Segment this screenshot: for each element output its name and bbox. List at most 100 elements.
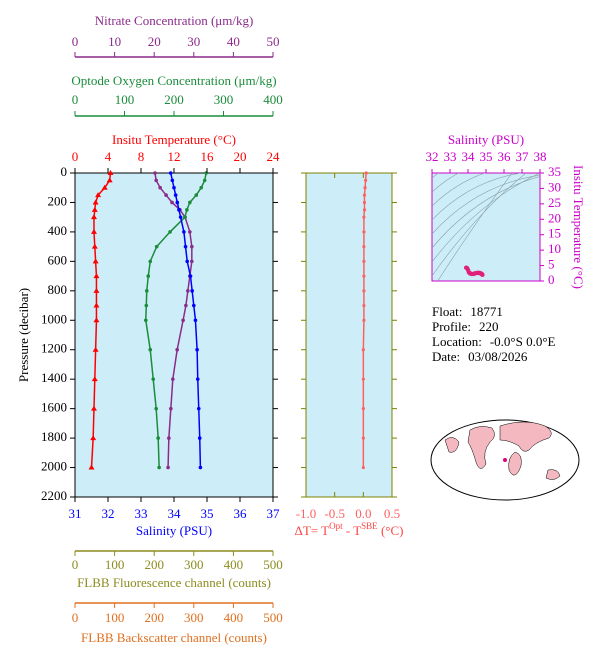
x-tick-label: 32 — [426, 149, 439, 164]
y-tick-label: 20 — [548, 210, 561, 225]
density-contour — [432, 174, 540, 235]
y-tick-label: 200 — [48, 193, 68, 208]
data-point — [164, 193, 168, 197]
axis-title: Nitrate Concentration (μm/kg) — [95, 13, 254, 28]
info-label: Date: — [432, 349, 460, 364]
y-tick-label: 1000 — [41, 311, 67, 326]
density-contour — [432, 173, 527, 277]
y-tick-label: 5 — [548, 257, 555, 272]
data-point — [199, 185, 204, 190]
x-tick-label: 20 — [234, 149, 247, 164]
data-point — [183, 244, 188, 249]
data-point — [93, 317, 100, 323]
x-tick-label: 33 — [135, 506, 148, 521]
data-point — [190, 259, 194, 264]
data-point — [198, 465, 203, 470]
info-label: Float: — [432, 304, 462, 319]
data-point — [197, 436, 202, 440]
data-point — [196, 406, 201, 411]
data-point — [362, 259, 366, 263]
info-line: Location: -0.0°S 0.0°E — [432, 334, 556, 349]
data-point — [90, 214, 97, 220]
data-point — [362, 274, 366, 278]
x-tick-label: 33 — [444, 149, 457, 164]
land — [499, 421, 552, 452]
label-part: Opt — [329, 521, 343, 531]
data-point — [362, 289, 366, 293]
info-value: 03/08/2026 — [468, 349, 528, 364]
info-value: 18771 — [470, 304, 503, 319]
data-point — [95, 192, 102, 198]
y-tick-label: 2200 — [41, 488, 67, 503]
x-tick-label: 36 — [234, 506, 248, 521]
data-point — [91, 376, 98, 382]
ts-y-label: Insitu Temperature (°C) — [571, 165, 586, 289]
y-tick-label: 800 — [48, 282, 68, 297]
axis-title: Optode Oxygen Concentration (μm/kg) — [71, 73, 276, 88]
data-point — [144, 303, 149, 308]
world-map — [430, 419, 580, 501]
data-point — [166, 465, 170, 470]
y-tick-label: 30 — [548, 179, 561, 194]
data-point — [143, 318, 148, 323]
data-point — [88, 464, 95, 470]
data-point — [190, 244, 194, 249]
x-tick-label: 400 — [263, 92, 283, 107]
x-tick-label: 20 — [148, 34, 161, 49]
data-point — [195, 377, 200, 381]
x-tick-label: 0 — [72, 557, 79, 572]
x-tick-label: 30 — [187, 34, 200, 49]
data-point — [146, 274, 151, 278]
data-point — [93, 273, 100, 279]
x-tick-label: 400 — [224, 610, 244, 625]
x-tick-label: 300 — [184, 557, 204, 572]
data-point — [168, 171, 173, 175]
y-tick-label: 1400 — [41, 370, 67, 385]
x-tick-label: 200 — [144, 610, 164, 625]
info-label: Profile: — [432, 319, 471, 334]
axis-title: FLBB Fluorescence channel (counts) — [77, 575, 271, 590]
info-value: 220 — [479, 319, 499, 334]
x-tick-label: 50 — [267, 34, 280, 49]
x-tick-label: 0.0 — [355, 506, 371, 521]
x-tick-label: 16 — [201, 149, 215, 164]
label-part: (°C) — [378, 523, 404, 538]
data-point — [107, 170, 114, 175]
x-tick-label: 0 — [72, 34, 79, 49]
data-point — [361, 465, 365, 470]
data-point — [175, 200, 180, 205]
x-tick-label: 12 — [168, 149, 181, 164]
data-point — [91, 206, 98, 212]
data-point — [90, 435, 97, 441]
x-tick-label: 0 — [72, 92, 79, 107]
x-tick-label: 37 — [516, 149, 530, 164]
y-tick-label: 0 — [548, 272, 555, 287]
data-point — [156, 436, 160, 440]
data-point — [90, 405, 97, 411]
data-point — [92, 258, 99, 264]
data-point — [90, 228, 97, 234]
density-contours — [432, 173, 540, 281]
data-point — [362, 230, 366, 234]
density-contour — [432, 173, 487, 207]
land — [508, 451, 522, 476]
density-contour — [432, 176, 540, 249]
data-point — [93, 287, 100, 293]
data-point — [92, 346, 99, 352]
data-point — [93, 302, 100, 308]
x-tick-label: 300 — [184, 610, 204, 625]
data-point — [181, 318, 185, 323]
data-point — [188, 274, 193, 278]
data-point — [178, 215, 183, 219]
info-label: Location: — [432, 334, 482, 349]
data-point — [154, 406, 158, 411]
ts-point — [480, 272, 485, 278]
info-line: Float: 18771 — [432, 304, 503, 319]
x-tick-label: 8 — [138, 149, 145, 164]
data-point — [362, 193, 367, 197]
ts-title: Salinity (PSU) — [448, 132, 524, 147]
density-contour — [437, 173, 513, 281]
data-point — [361, 377, 365, 381]
